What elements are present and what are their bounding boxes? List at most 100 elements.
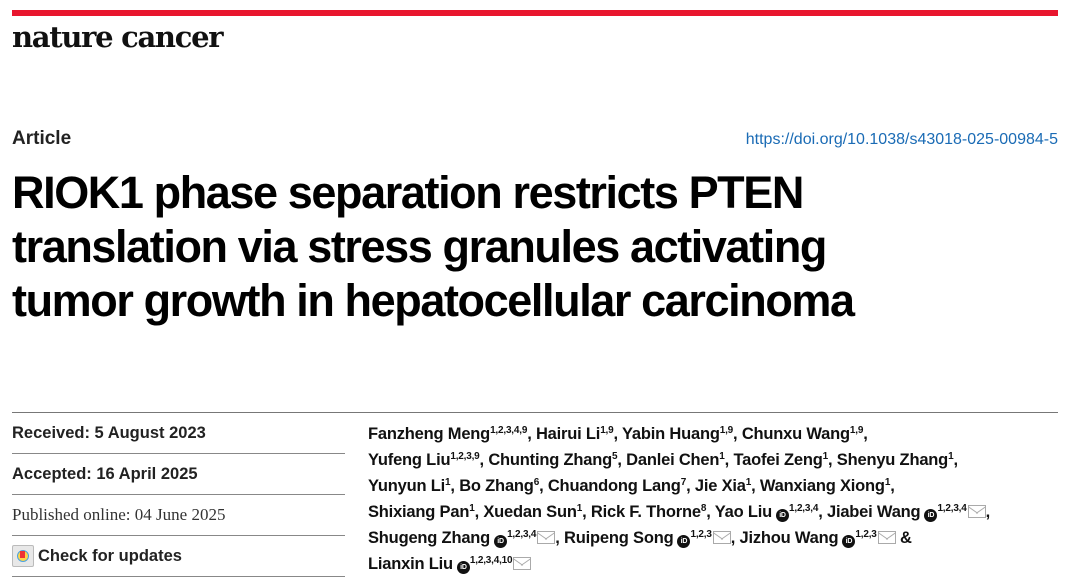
author-separator: , [724, 451, 734, 469]
affiliation-superscript[interactable]: 1,9 [849, 425, 864, 436]
author-line: Shixiang Pan1, Xuedan Sun1, Rick F. Thor… [368, 499, 1068, 525]
author-name[interactable]: Lianxin Liu [368, 555, 453, 573]
email-icon[interactable] [967, 505, 986, 518]
affiliation-superscript[interactable]: 1 [884, 477, 891, 488]
affiliation-superscript[interactable]: 1 [445, 477, 451, 488]
affiliation-superscript[interactable]: 1 [948, 451, 954, 462]
author-name[interactable]: Bo Zhang [459, 477, 534, 495]
divider [12, 412, 1058, 413]
author-line: Yufeng Liu1,2,3,9, Chunting Zhang5, Danl… [368, 447, 1068, 473]
email-icon[interactable] [712, 531, 731, 544]
author-separator: , [450, 477, 460, 495]
author-name[interactable]: Danlei Chen [626, 451, 720, 469]
affiliation-superscript[interactable]: 1,2,3,4 [789, 503, 819, 514]
author-separator: , [582, 503, 591, 521]
author-name[interactable]: Ruipeng Song [564, 529, 674, 547]
author-separator: , [730, 529, 740, 547]
published-date: Published online: 04 June 2025 [12, 495, 345, 536]
affiliation-superscript[interactable]: 1 [469, 503, 475, 514]
article-dates: Received: 5 August 2023 Accepted: 16 Apr… [12, 413, 345, 577]
author-name[interactable]: Hairui Li [535, 425, 601, 443]
author-list: Fanzheng Meng1,2,3,4,9, Hairui Li1,9, Ya… [368, 421, 1068, 577]
author-name[interactable]: Xuedan Sun [483, 503, 577, 521]
title-line: translation via stress granules activati… [12, 221, 827, 272]
author-separator: , [863, 425, 868, 443]
author-name[interactable]: Taofei Zeng [733, 451, 823, 469]
affiliation-superscript[interactable]: 1,2,3,4 [507, 529, 537, 540]
email-icon[interactable] [513, 557, 532, 570]
doi-link[interactable]: https://doi.org/10.1038/s43018-025-00984… [745, 131, 1058, 148]
affiliation-superscript[interactable]: 1,2,3,4,9 [490, 425, 528, 436]
author-separator: , [479, 451, 489, 469]
affiliation-superscript[interactable]: 1 [719, 451, 725, 462]
check-updates-icon [12, 545, 34, 567]
author-line: Fanzheng Meng1,2,3,4,9, Hairui Li1,9, Ya… [368, 421, 1068, 447]
orcid-icon[interactable]: iD [677, 535, 691, 548]
affiliation-superscript[interactable]: 5 [611, 451, 618, 462]
affiliation-superscript[interactable]: 1,2,3,9 [450, 451, 480, 462]
email-icon[interactable] [877, 531, 896, 544]
brand-bar [12, 10, 1058, 16]
author-name[interactable]: Chuandong Lang [547, 477, 681, 495]
email-icon[interactable] [537, 531, 556, 544]
check-for-updates-button[interactable]: Check for updates [12, 536, 345, 577]
author-name[interactable]: Wanxiang Xiong [759, 477, 885, 495]
affiliation-superscript[interactable]: 6 [533, 477, 540, 488]
author-name[interactable]: Chunting Zhang [488, 451, 612, 469]
author-separator: , [985, 503, 991, 521]
author-line: Yunyun Li1, Bo Zhang6, Chuandong Lang7, … [368, 473, 1068, 499]
affiliation-superscript[interactable]: 1,2,3 [690, 529, 712, 540]
author-separator: , [617, 451, 627, 469]
affiliation-superscript[interactable]: 1,9 [719, 425, 734, 436]
author-name[interactable]: Fanzheng Meng [368, 425, 491, 443]
author-name[interactable]: Chunxu Wang [741, 425, 850, 443]
author-name[interactable]: Yunyun Li [368, 477, 446, 495]
orcid-icon[interactable]: iD [494, 535, 508, 548]
author-separator: , [733, 425, 742, 443]
author-separator: , [539, 477, 548, 495]
affiliation-superscript[interactable]: 1 [822, 451, 829, 462]
check-updates-label: Check for updates [38, 546, 182, 565]
author-name[interactable]: Shugeng Zhang [368, 529, 491, 547]
received-date: Received: 5 August 2023 [12, 413, 345, 454]
journal-logo[interactable]: nature cancer [12, 20, 224, 54]
title-line: RIOK1 phase separation restricts PTEN [12, 167, 804, 218]
author-separator: , [474, 503, 484, 521]
author-name[interactable]: Shenyu Zhang [836, 451, 949, 469]
affiliation-superscript[interactable]: 1,9 [600, 425, 614, 436]
author-separator: , [555, 529, 565, 547]
author-separator: , [818, 503, 827, 521]
author-name[interactable]: Yao Liu [714, 503, 772, 521]
author-separator: & [895, 529, 912, 547]
author-separator: , [751, 477, 760, 495]
orcid-icon[interactable]: iD [776, 509, 789, 522]
author-separator: , [953, 451, 958, 469]
author-separator: , [527, 425, 536, 443]
author-name[interactable]: Jiabei Wang [826, 503, 921, 521]
affiliation-superscript[interactable]: 1 [745, 477, 752, 488]
author-separator: , [686, 477, 695, 495]
author-separator: , [828, 451, 837, 469]
author-separator: , [706, 503, 715, 521]
author-name[interactable]: Jie Xia [694, 477, 746, 495]
author-name[interactable]: Jizhou Wang [739, 529, 839, 547]
author-line: Lianxin Liu iD1,2,3,4,10 [368, 551, 1068, 577]
author-name[interactable]: Rick F. Thorne [590, 503, 701, 521]
orcid-icon[interactable]: iD [456, 561, 470, 574]
orcid-icon[interactable]: iD [924, 509, 938, 522]
title-line: tumor growth in hepatocellular carcinoma [12, 275, 855, 326]
author-separator: , [890, 477, 895, 495]
affiliation-superscript[interactable]: 7 [680, 477, 687, 488]
author-name[interactable]: Yabin Huang [621, 425, 720, 443]
affiliation-superscript[interactable]: 1,2,3 [855, 529, 877, 540]
author-name[interactable]: Shixiang Pan [368, 503, 470, 521]
accepted-date: Accepted: 16 April 2025 [12, 454, 345, 495]
article-type: Article [12, 128, 72, 149]
author-name[interactable]: Yufeng Liu [368, 451, 451, 469]
orcid-icon[interactable]: iD [842, 535, 856, 548]
affiliation-superscript[interactable]: 1,2,3,4 [937, 503, 967, 514]
affiliation-superscript[interactable]: 1 [576, 503, 583, 514]
affiliation-superscript[interactable]: 8 [700, 503, 707, 514]
affiliation-superscript[interactable]: 1,2,3,4,10 [469, 555, 513, 566]
author-line: Shugeng Zhang iD1,2,3,4, Ruipeng Song iD1,… [368, 525, 1068, 551]
